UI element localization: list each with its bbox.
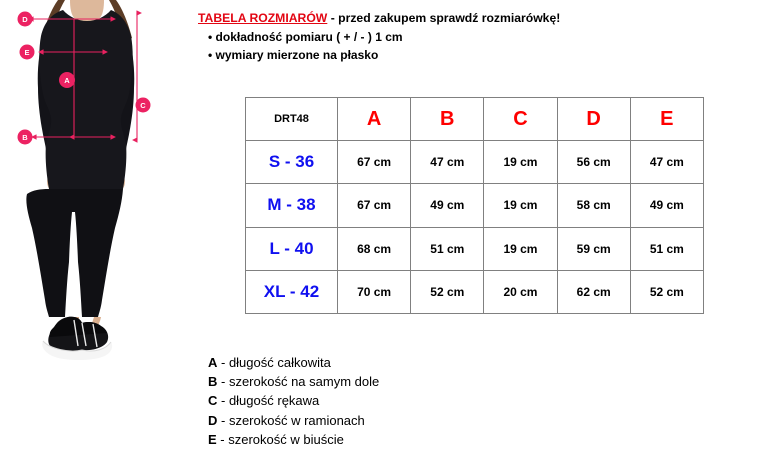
svg-text:B: B bbox=[22, 133, 28, 142]
svg-text:A: A bbox=[64, 76, 70, 85]
svg-text:D: D bbox=[22, 15, 28, 24]
svg-text:C: C bbox=[140, 101, 146, 110]
svg-text:E: E bbox=[24, 48, 29, 57]
